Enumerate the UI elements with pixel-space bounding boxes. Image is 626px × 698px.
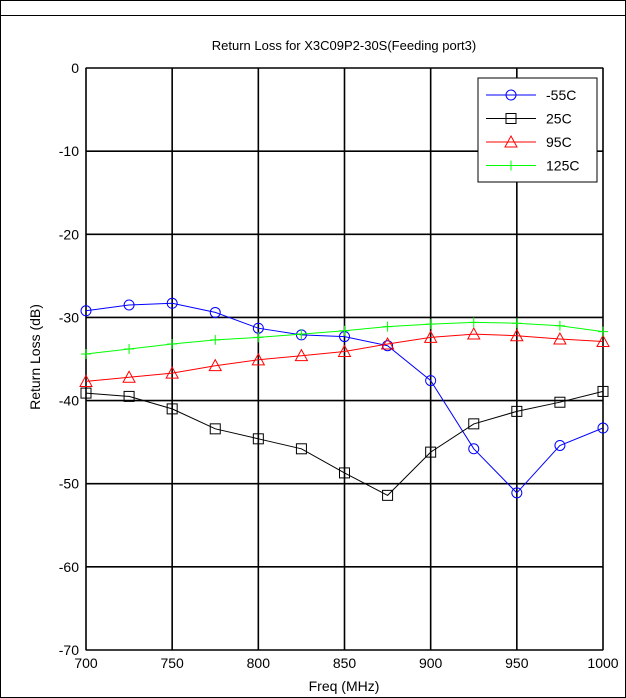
data-point bbox=[251, 352, 266, 366]
data-point bbox=[382, 340, 394, 352]
data-point bbox=[382, 321, 393, 332]
series-125C bbox=[81, 317, 608, 360]
data-point bbox=[122, 370, 136, 383]
y-axis-label: Return Loss (dB) bbox=[27, 304, 43, 410]
data-point bbox=[209, 423, 221, 435]
series-group bbox=[79, 297, 610, 501]
tick-labels: 700 750 800 850 900 950 1000 0 -10 -20 -30 -40 -50 -6… bbox=[59, 60, 619, 671]
data-point bbox=[468, 418, 480, 430]
data-point bbox=[165, 366, 180, 379]
data-point bbox=[425, 446, 437, 458]
x-axis-label: Freq (MHz) bbox=[309, 678, 380, 694]
legend: -55C 25C 95C 125C bbox=[477, 77, 598, 183]
series-95C bbox=[79, 327, 610, 387]
data-point bbox=[123, 390, 135, 402]
y-tick-label: 0 bbox=[71, 60, 79, 76]
data-point bbox=[81, 349, 91, 360]
data-point bbox=[295, 443, 307, 455]
legend-label: 95C bbox=[546, 134, 572, 150]
legend-item: 25C bbox=[486, 111, 572, 127]
data-point bbox=[597, 422, 609, 434]
x-tick-label: 700 bbox=[74, 655, 98, 671]
data-point bbox=[79, 374, 93, 387]
series-line bbox=[85, 390, 604, 497]
data-point bbox=[339, 325, 350, 336]
series-25C bbox=[80, 385, 609, 501]
header-divider bbox=[0, 15, 626, 16]
legend-item: 125C bbox=[486, 158, 579, 174]
data-point bbox=[597, 385, 609, 397]
data-point bbox=[296, 329, 307, 340]
y-tick-label: -40 bbox=[59, 393, 79, 409]
series-line bbox=[85, 302, 604, 494]
y-tick-label: -30 bbox=[59, 309, 79, 325]
y-tick-label: -10 bbox=[59, 143, 79, 159]
y-tick-label: -60 bbox=[59, 559, 79, 575]
legend-item: 95C bbox=[486, 134, 572, 150]
data-point bbox=[210, 334, 221, 345]
data-point bbox=[124, 344, 135, 355]
data-point bbox=[466, 327, 481, 340]
data-point bbox=[294, 348, 309, 362]
legend-marker bbox=[504, 134, 518, 148]
legend-marker bbox=[505, 113, 517, 124]
data-point bbox=[511, 318, 522, 329]
data-point bbox=[425, 319, 436, 330]
data-point bbox=[380, 336, 395, 350]
data-point bbox=[553, 332, 567, 345]
y-tick-label: -50 bbox=[59, 476, 79, 492]
data-point bbox=[554, 320, 565, 331]
data-point bbox=[509, 328, 524, 342]
data-point bbox=[167, 339, 178, 350]
x-tick-label: 950 bbox=[505, 655, 529, 671]
data-point bbox=[208, 358, 223, 372]
data-point bbox=[425, 375, 437, 387]
data-point bbox=[252, 433, 264, 445]
series--55C bbox=[80, 297, 609, 499]
data-point bbox=[554, 439, 566, 451]
legend-label: 125C bbox=[546, 158, 579, 174]
data-point bbox=[511, 405, 523, 417]
chart-title: Return Loss for X3C09P2-30S(Feeding port… bbox=[212, 38, 476, 53]
data-point bbox=[339, 467, 350, 479]
data-point bbox=[423, 330, 438, 343]
legend-marker bbox=[506, 160, 516, 171]
data-point bbox=[554, 396, 566, 408]
x-tick-label: 1000 bbox=[587, 655, 618, 671]
series-line bbox=[85, 333, 604, 382]
legend-item: -55C bbox=[486, 87, 576, 103]
x-tick-label: 750 bbox=[160, 655, 184, 671]
data-point bbox=[511, 487, 523, 499]
data-point bbox=[166, 297, 178, 309]
data-point bbox=[468, 317, 479, 328]
legend-label: 25C bbox=[546, 111, 572, 127]
x-tick-label: 800 bbox=[247, 655, 271, 671]
x-tick-label: 850 bbox=[333, 655, 357, 671]
data-point bbox=[596, 334, 610, 348]
data-point bbox=[80, 305, 92, 317]
y-tick-label: -70 bbox=[59, 642, 79, 658]
legend-marker bbox=[505, 89, 517, 101]
data-point bbox=[253, 332, 264, 343]
data-point bbox=[166, 403, 178, 415]
x-tick-label: 900 bbox=[419, 655, 443, 671]
data-point bbox=[123, 299, 135, 311]
data-point bbox=[382, 489, 394, 501]
data-point bbox=[468, 443, 480, 455]
data-point bbox=[598, 326, 608, 337]
data-point bbox=[80, 387, 92, 399]
legend-label: -55C bbox=[546, 87, 576, 103]
data-point bbox=[337, 344, 352, 358]
y-tick-label: -20 bbox=[59, 226, 79, 242]
data-point bbox=[209, 306, 221, 318]
